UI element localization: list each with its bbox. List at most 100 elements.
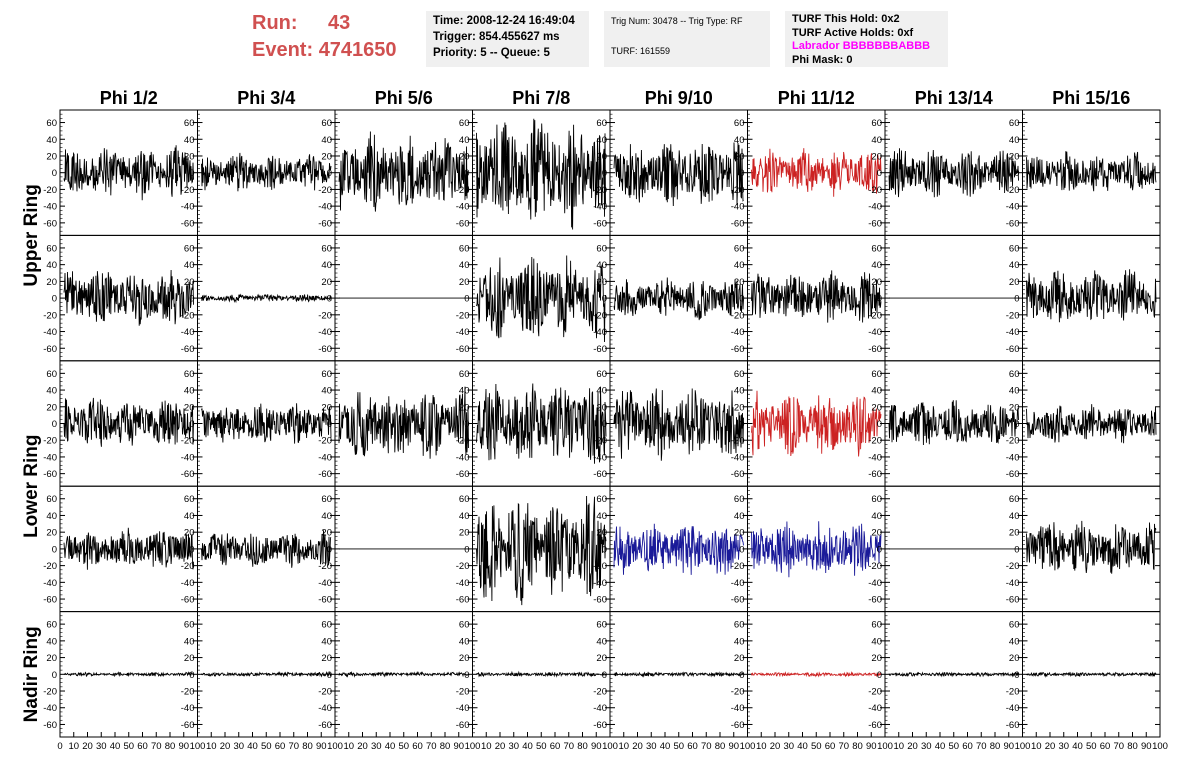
- y-tick-label: 40: [184, 135, 195, 146]
- y-tick-label: -40: [593, 452, 607, 463]
- time-text: Time: 2008-12-24 16:49:04: [433, 15, 575, 27]
- y-tick-label: -40: [43, 202, 57, 213]
- y-tick-label: 20: [1009, 277, 1020, 288]
- y-tick-label: -20: [731, 687, 745, 698]
- y-tick-label: 60: [184, 369, 195, 380]
- x-tick-label: 90: [316, 741, 327, 752]
- x-tick-label: 90: [453, 741, 464, 752]
- y-tick-label: -40: [318, 202, 332, 213]
- y-tick-label: 40: [321, 260, 332, 271]
- y-tick-label: -40: [181, 703, 195, 714]
- column-header: Phi 11/12: [778, 88, 855, 108]
- y-tick-label: 20: [871, 277, 882, 288]
- y-tick-label: -60: [1006, 344, 1020, 355]
- y-tick-label: -20: [318, 436, 332, 447]
- y-tick-label: -40: [593, 327, 607, 338]
- y-tick-label: -20: [181, 310, 195, 321]
- y-tick-label: 20: [459, 277, 470, 288]
- y-tick-label: -20: [43, 561, 57, 572]
- y-tick-label: -20: [1006, 185, 1020, 196]
- y-tick-label: 0: [189, 294, 194, 305]
- y-tick-label: 20: [871, 151, 882, 162]
- trig-panel: Trig Num: 30478 -- Trig Type: RF TURF: 1…: [604, 11, 770, 67]
- y-tick-label: 40: [734, 135, 745, 146]
- x-tick-label: 10: [206, 741, 217, 752]
- y-tick-label: -60: [868, 469, 882, 480]
- waveform-trace: [476, 383, 607, 464]
- x-tick-label: 100: [740, 741, 756, 752]
- column-header: Phi 15/16: [1052, 88, 1130, 108]
- y-tick-label: 20: [459, 402, 470, 413]
- x-tick-label: 10: [756, 741, 767, 752]
- ring-label: Nadir Ring: [21, 626, 42, 722]
- waveform-trace: [338, 670, 469, 678]
- y-tick-label: 60: [734, 369, 745, 380]
- y-tick-label: 20: [184, 653, 195, 664]
- y-tick-label: 0: [1014, 670, 1019, 681]
- y-tick-label: -60: [731, 344, 745, 355]
- y-tick-label: 40: [184, 260, 195, 271]
- y-tick-label: -60: [456, 595, 470, 606]
- y-tick-label: -20: [181, 185, 195, 196]
- y-tick-label: 40: [596, 511, 607, 522]
- x-tick-label: 90: [178, 741, 189, 752]
- x-tick-label: 20: [220, 741, 231, 752]
- y-tick-label: -60: [731, 469, 745, 480]
- x-tick-label: 20: [770, 741, 781, 752]
- y-tick-label: -20: [43, 687, 57, 698]
- y-tick-label: -20: [1006, 436, 1020, 447]
- y-tick-label: -40: [181, 327, 195, 338]
- y-tick-label: 0: [877, 670, 882, 681]
- event-number: 4741650: [318, 39, 397, 61]
- x-tick-label: 0: [57, 741, 62, 752]
- y-tick-label: 20: [1009, 151, 1020, 162]
- y-tick-label: -40: [593, 202, 607, 213]
- x-tick-label: 50: [1086, 741, 1097, 752]
- y-tick-label: -40: [868, 327, 882, 338]
- x-tick-label: 40: [110, 741, 121, 752]
- y-tick-label: 0: [877, 419, 882, 430]
- ring-label: Upper Ring: [21, 184, 42, 286]
- y-tick-label: 60: [871, 243, 882, 254]
- y-tick-label: 60: [46, 243, 57, 254]
- x-tick-label: 40: [1072, 741, 1083, 752]
- y-tick-label: 20: [596, 151, 607, 162]
- ring-label: Lower Ring: [21, 434, 42, 537]
- y-tick-label: -60: [43, 218, 57, 229]
- y-tick-label: 60: [459, 243, 470, 254]
- x-tick-label: 40: [385, 741, 396, 752]
- x-tick-label: 70: [288, 741, 299, 752]
- y-tick-label: -60: [318, 595, 332, 606]
- y-tick-label: -40: [731, 703, 745, 714]
- x-tick-label: 50: [673, 741, 684, 752]
- waveform-trace: [751, 521, 882, 578]
- y-tick-label: 60: [871, 620, 882, 631]
- y-tick-label: 60: [734, 243, 745, 254]
- y-tick-label: 60: [871, 118, 882, 129]
- y-tick-label: -40: [868, 202, 882, 213]
- waveform-trace: [63, 397, 194, 447]
- y-tick-label: -60: [593, 218, 607, 229]
- y-tick-label: 60: [46, 118, 57, 129]
- y-tick-label: -60: [43, 595, 57, 606]
- y-tick-label: 60: [1009, 118, 1020, 129]
- y-tick-label: -40: [456, 327, 470, 338]
- y-tick-label: -60: [1006, 218, 1020, 229]
- x-tick-label: 30: [783, 741, 794, 752]
- column-header: Phi 5/6: [375, 88, 433, 108]
- x-tick-label: 40: [522, 741, 533, 752]
- y-tick-label: -20: [593, 561, 607, 572]
- y-tick-label: 40: [734, 260, 745, 271]
- x-tick-label: 20: [357, 741, 368, 752]
- y-tick-label: 20: [46, 402, 57, 413]
- waveform-trace: [751, 148, 882, 197]
- y-tick-label: 20: [184, 528, 195, 539]
- y-tick-label: 40: [321, 511, 332, 522]
- y-tick-label: 20: [734, 402, 745, 413]
- y-tick-label: 40: [871, 386, 882, 397]
- run-label: Run:: [252, 12, 298, 34]
- x-tick-label: 90: [866, 741, 877, 752]
- y-tick-label: -20: [731, 436, 745, 447]
- y-tick-label: -60: [1006, 720, 1020, 731]
- y-tick-label: -60: [318, 218, 332, 229]
